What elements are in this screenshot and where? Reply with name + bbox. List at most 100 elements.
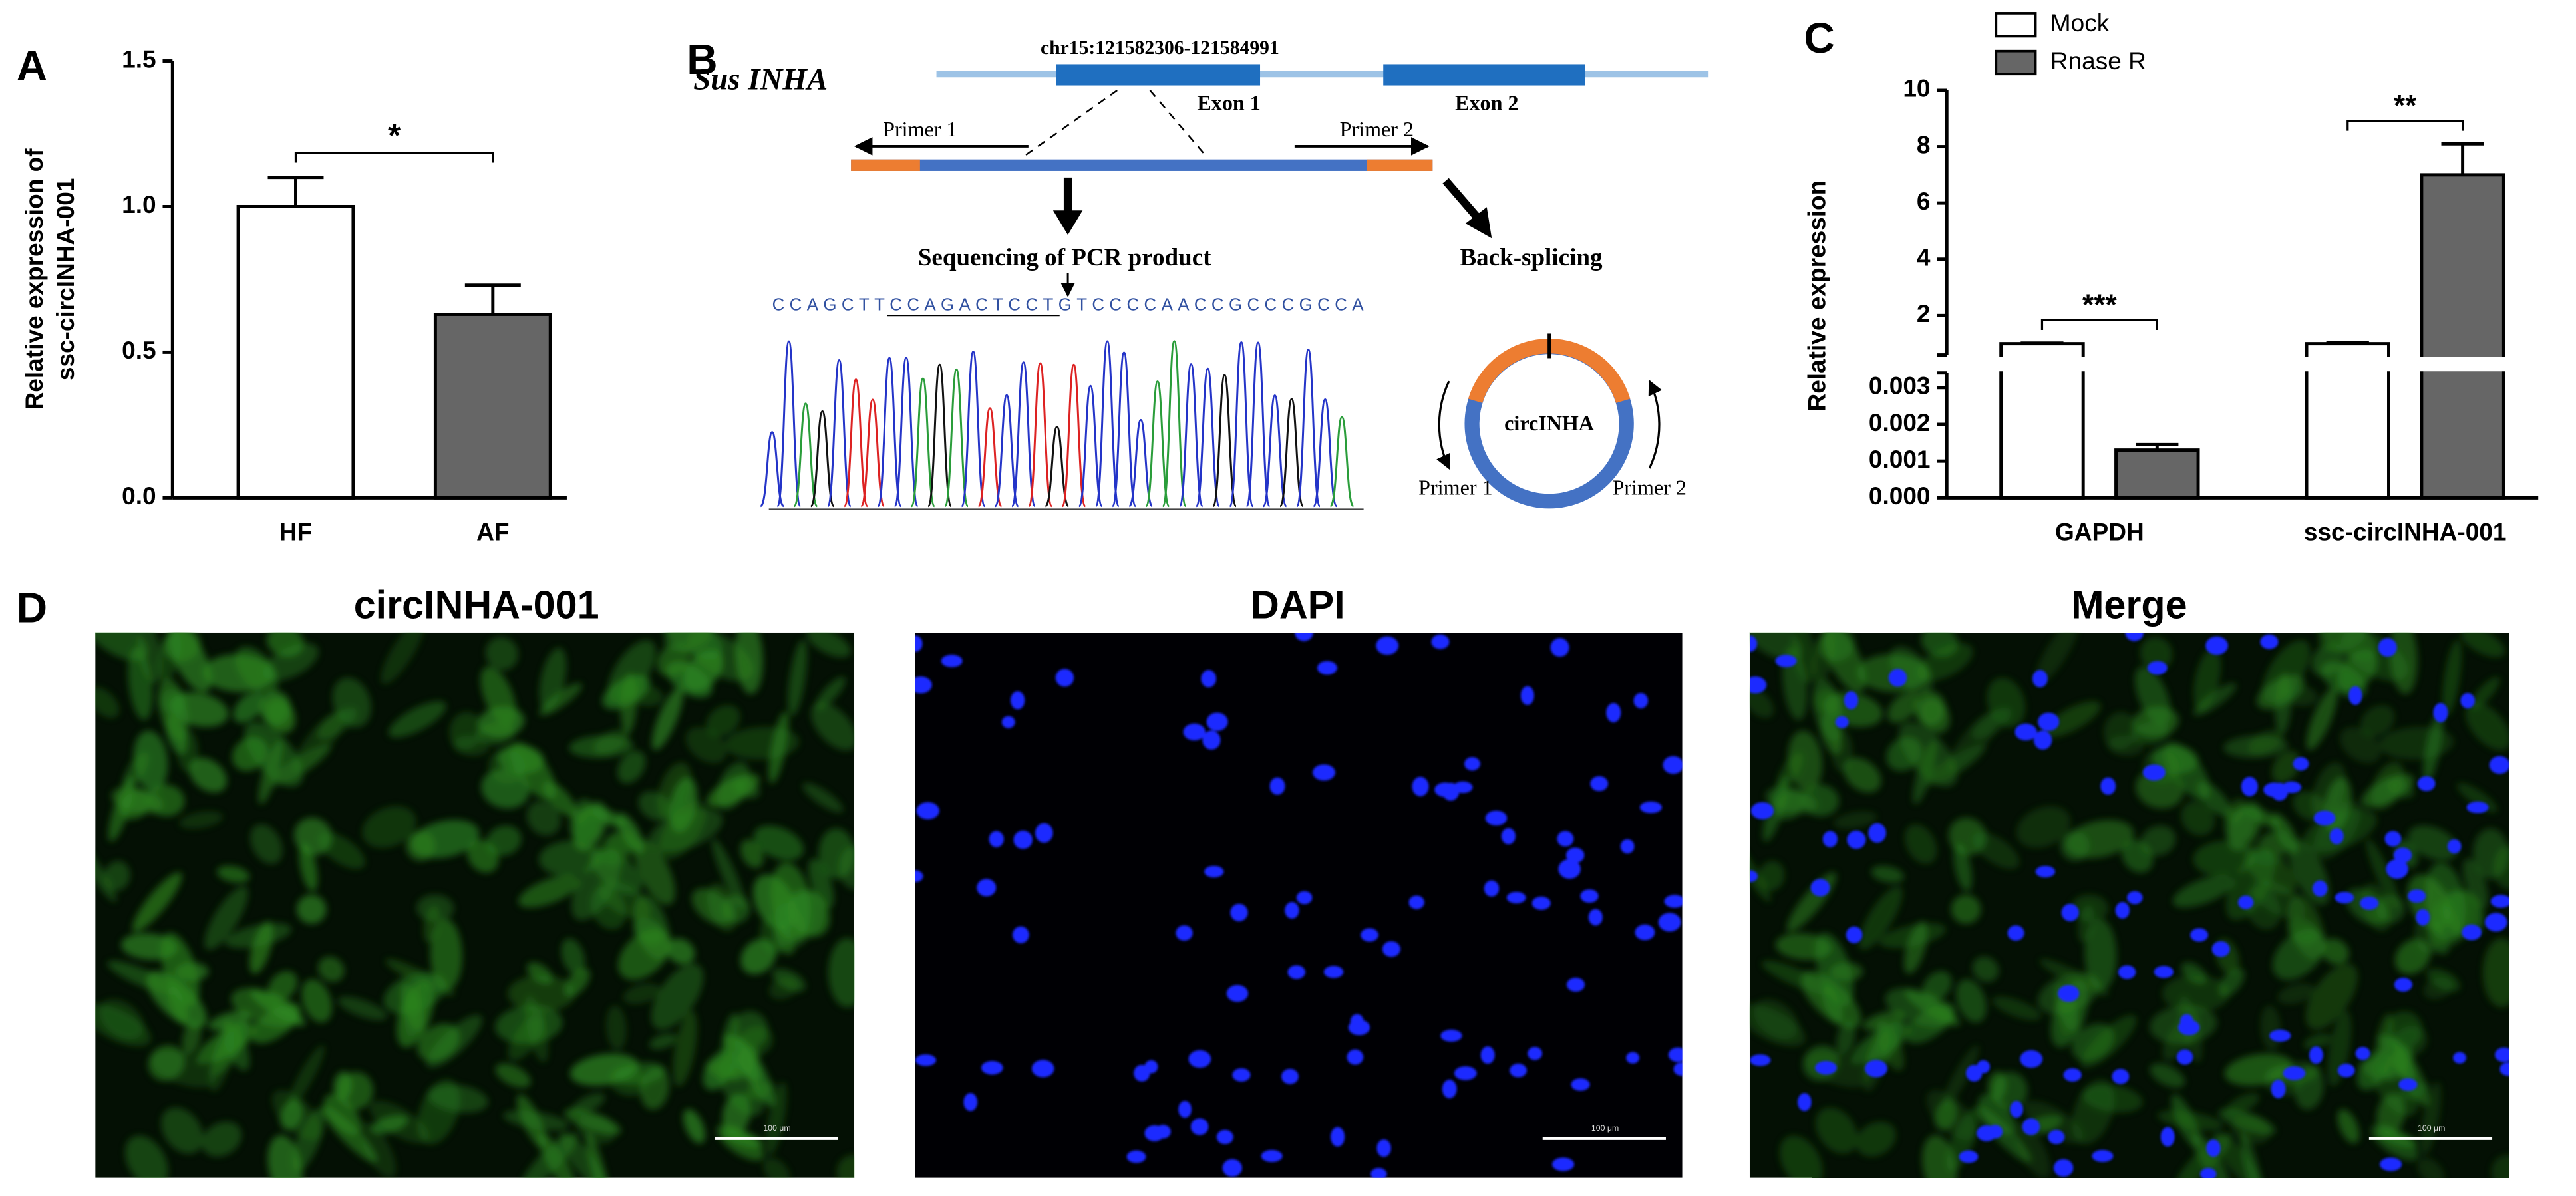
nucleus bbox=[1566, 847, 1585, 863]
cell bbox=[383, 972, 446, 1014]
nucleus bbox=[1663, 756, 1683, 774]
cell bbox=[1836, 1020, 1855, 1056]
cell bbox=[2426, 968, 2460, 992]
cell bbox=[1951, 895, 1981, 924]
cell bbox=[2014, 1122, 2050, 1178]
nucleus bbox=[1281, 1068, 1299, 1084]
bar bbox=[433, 313, 552, 500]
cell bbox=[685, 727, 727, 764]
cells bbox=[95, 632, 855, 1178]
y-tick-label: 1.0 bbox=[122, 190, 156, 218]
cell bbox=[480, 666, 516, 726]
cell bbox=[706, 705, 740, 737]
nucleus bbox=[977, 879, 997, 897]
nucleus bbox=[1749, 635, 1758, 652]
cell bbox=[338, 1072, 374, 1110]
cell bbox=[508, 975, 575, 1012]
scale-label: 100 μm bbox=[763, 1123, 790, 1133]
cell bbox=[516, 1094, 547, 1149]
nucleus bbox=[1323, 965, 1344, 978]
cell bbox=[2465, 702, 2509, 751]
cell bbox=[297, 895, 327, 924]
cell bbox=[2084, 919, 2117, 990]
nucleus bbox=[1810, 879, 1830, 897]
nucleus bbox=[2484, 913, 2507, 932]
cell bbox=[2078, 905, 2094, 943]
legend-label: Mock bbox=[2050, 9, 2110, 37]
diag-arrow-head bbox=[1465, 207, 1492, 239]
nucleus bbox=[2010, 1100, 2024, 1118]
nucleus bbox=[1183, 723, 1206, 741]
cell bbox=[664, 632, 713, 652]
nucleus bbox=[1566, 977, 1585, 992]
nucleus bbox=[1330, 1127, 1345, 1147]
cell bbox=[317, 832, 365, 869]
cell bbox=[388, 701, 446, 738]
nucleus bbox=[2466, 801, 2489, 814]
cell bbox=[1887, 692, 1919, 723]
cell bbox=[538, 840, 601, 877]
nucleus bbox=[981, 1060, 1003, 1075]
nucleus bbox=[1750, 1054, 1771, 1066]
cell bbox=[2408, 825, 2458, 861]
pcr-end bbox=[851, 159, 920, 171]
image-title: DAPI bbox=[1251, 582, 1345, 627]
nucleus bbox=[1155, 1125, 1171, 1139]
chrom-peak bbox=[1078, 384, 1103, 508]
nucleus bbox=[2499, 1062, 2509, 1076]
nucleus bbox=[2408, 889, 2426, 903]
nucleus bbox=[2271, 1080, 2286, 1099]
nucleus bbox=[2489, 756, 2509, 774]
cell bbox=[287, 1045, 325, 1109]
nucleus bbox=[2334, 891, 2354, 904]
y-tick-label: 6 bbox=[1917, 187, 1931, 215]
cell bbox=[107, 961, 179, 995]
cell bbox=[1762, 775, 1790, 842]
nucleus bbox=[2058, 984, 2080, 1002]
cell bbox=[828, 937, 855, 1008]
y-tick-label: 0.0 bbox=[122, 482, 156, 510]
cell bbox=[2150, 1063, 2185, 1088]
nucleus bbox=[1317, 661, 1337, 675]
axis-break bbox=[1927, 357, 2519, 372]
cell bbox=[2226, 1093, 2260, 1115]
nucleus bbox=[1588, 909, 1603, 926]
nucleus bbox=[2313, 810, 2336, 826]
fluor-image: 100 μm bbox=[915, 632, 1683, 1178]
image-title: circINHA-001 bbox=[354, 582, 599, 627]
nucleus bbox=[1668, 1047, 1683, 1062]
cell bbox=[1779, 1135, 1823, 1178]
bar bbox=[2114, 448, 2200, 500]
cell bbox=[1830, 962, 1863, 981]
cell bbox=[182, 1020, 202, 1056]
cell bbox=[2225, 798, 2246, 825]
nucleus bbox=[1312, 764, 1335, 781]
chrom-peak bbox=[1094, 340, 1120, 508]
cell bbox=[1753, 999, 1798, 1040]
cell bbox=[2272, 929, 2326, 980]
cell bbox=[2306, 686, 2338, 750]
cell bbox=[2218, 1108, 2276, 1135]
nucleus bbox=[2378, 638, 2397, 657]
chrom-peak bbox=[1045, 426, 1070, 508]
cell bbox=[836, 1155, 855, 1178]
cell bbox=[1913, 690, 1946, 726]
cell bbox=[301, 979, 333, 1023]
cell bbox=[2442, 639, 2462, 716]
nucleus bbox=[2416, 909, 2430, 926]
cell bbox=[1862, 1010, 1906, 1031]
nucleus bbox=[1408, 895, 1424, 909]
cell bbox=[667, 938, 695, 965]
nuclei bbox=[915, 632, 1683, 1178]
nucleus bbox=[2433, 702, 2448, 723]
cell bbox=[1917, 643, 1973, 681]
sig-bracket bbox=[2040, 319, 2158, 331]
cell bbox=[121, 933, 178, 960]
nucleus bbox=[2020, 1050, 2043, 1068]
cell bbox=[2245, 886, 2281, 930]
nucleus bbox=[2309, 1046, 2323, 1064]
nucleus bbox=[1510, 1063, 1527, 1078]
cell bbox=[262, 643, 319, 681]
nucleus bbox=[1126, 1150, 1146, 1163]
nucleus bbox=[1361, 928, 1378, 942]
